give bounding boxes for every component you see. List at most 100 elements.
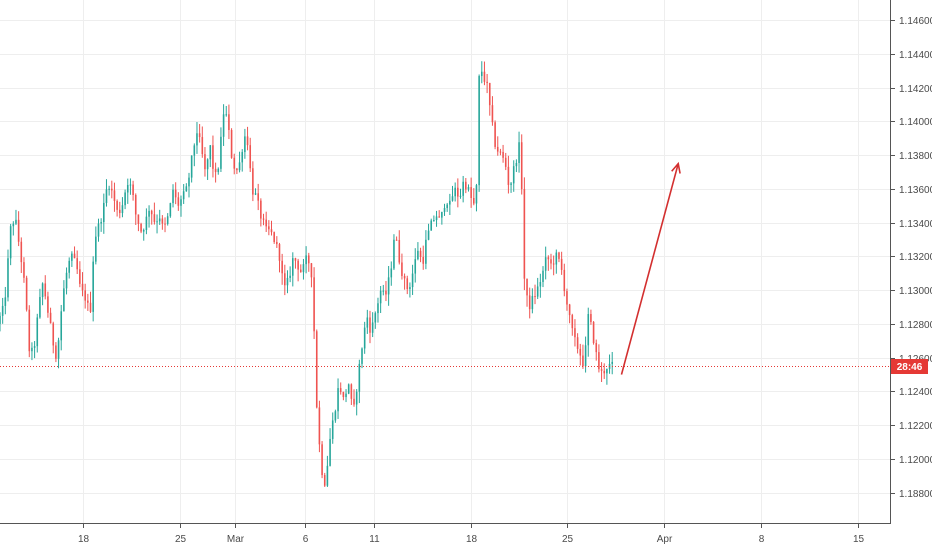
price-tick-label: 1.12200 — [899, 421, 932, 432]
candle-body — [475, 185, 478, 204]
candle-body — [134, 195, 137, 215]
candle-body — [150, 210, 153, 215]
time-tick-label: 11 — [369, 534, 380, 545]
time-tick-label: 6 — [303, 534, 309, 545]
candle-body — [23, 262, 25, 278]
candle-body — [467, 187, 470, 190]
candle-body — [252, 168, 254, 195]
candle-body — [265, 219, 267, 227]
candle-body — [7, 258, 9, 298]
candle-body — [584, 345, 587, 367]
candle-body — [499, 151, 502, 153]
candle-body — [212, 145, 214, 169]
candle-body — [422, 256, 425, 264]
candle-body — [12, 223, 15, 227]
candle-body — [350, 384, 353, 399]
price-tick-label: 1.12000 — [899, 455, 932, 466]
candle-body — [534, 296, 536, 298]
candle-body — [491, 105, 494, 123]
candle-body — [576, 337, 579, 349]
candle-body — [270, 229, 273, 233]
candle-body — [427, 230, 430, 240]
candle-body — [145, 216, 148, 230]
price-tick-label: 1.13600 — [899, 185, 932, 196]
time-tick-label: 25 — [562, 534, 574, 545]
candle-body — [153, 214, 156, 222]
candle-body — [600, 369, 603, 371]
candle-body — [39, 297, 41, 318]
candle-body — [79, 269, 81, 284]
time-tick-label: 15 — [853, 534, 865, 545]
candle-body — [318, 407, 321, 445]
candle-body — [512, 166, 515, 184]
candle-body — [20, 241, 23, 263]
candle-body — [568, 304, 571, 316]
candle-body — [156, 221, 158, 223]
candle-body — [329, 438, 331, 466]
candle-body — [230, 130, 233, 158]
candle-body — [377, 303, 379, 314]
candle-body — [369, 317, 371, 333]
candle-body — [574, 328, 576, 338]
candle-body — [390, 268, 393, 278]
price-tick-label: 1.13400 — [899, 219, 932, 230]
candle-body — [315, 331, 318, 408]
candle-body — [121, 205, 124, 214]
candle-body — [185, 186, 188, 192]
candle-body — [17, 219, 20, 242]
candlestick-series — [0, 61, 614, 487]
candle-body — [313, 277, 315, 332]
candle-body — [526, 278, 528, 296]
candle-body — [214, 168, 217, 173]
candle-body — [406, 278, 409, 290]
candle-body — [433, 220, 435, 222]
candle-body — [560, 258, 563, 270]
candle-body — [217, 168, 220, 173]
candle-body — [278, 244, 281, 261]
candle-body — [294, 258, 297, 261]
candle-body — [305, 255, 307, 265]
candle-body — [262, 218, 265, 220]
candle-body — [550, 259, 552, 264]
candle-body — [238, 162, 241, 171]
candle-body — [355, 391, 358, 405]
time-axis[interactable]: 18 25 Mar 6 11 18 25 Apr 8 15 — [78, 523, 865, 545]
candle-body — [555, 252, 558, 265]
candle-body — [449, 200, 451, 205]
candle-body — [582, 355, 584, 367]
candle-body — [441, 211, 443, 218]
candle-body — [174, 189, 177, 198]
candle-body — [488, 83, 491, 106]
candle-body — [337, 388, 339, 412]
candle-body — [284, 273, 286, 286]
candle-body — [161, 218, 164, 224]
candle-body — [331, 420, 334, 439]
candle-body — [222, 114, 225, 137]
time-tick-label: 18 — [78, 534, 90, 545]
candle-body — [361, 348, 363, 364]
candle-body — [603, 370, 606, 374]
candle-body — [339, 388, 342, 392]
candle-body — [47, 296, 49, 313]
candle-body — [206, 159, 209, 170]
price-tick-label: 1.18800 — [899, 489, 932, 500]
candle-body — [366, 317, 369, 328]
candle-body — [385, 290, 387, 295]
forecast-arrow — [620, 161, 681, 375]
candle-body — [105, 189, 108, 203]
candle-body — [483, 71, 486, 82]
price-tick-label: 1.12800 — [899, 320, 932, 331]
candle-body — [507, 166, 510, 185]
candle-body — [164, 223, 166, 225]
candle-body — [379, 290, 382, 304]
candle-body — [374, 313, 377, 323]
time-tick-label: Mar — [227, 534, 245, 545]
candle-body — [542, 270, 544, 283]
candle-body — [398, 240, 401, 263]
candle-body — [598, 352, 600, 370]
candle-body — [268, 226, 270, 230]
candle-body — [44, 283, 47, 297]
candle-body — [496, 146, 499, 152]
candle-body — [188, 177, 190, 187]
